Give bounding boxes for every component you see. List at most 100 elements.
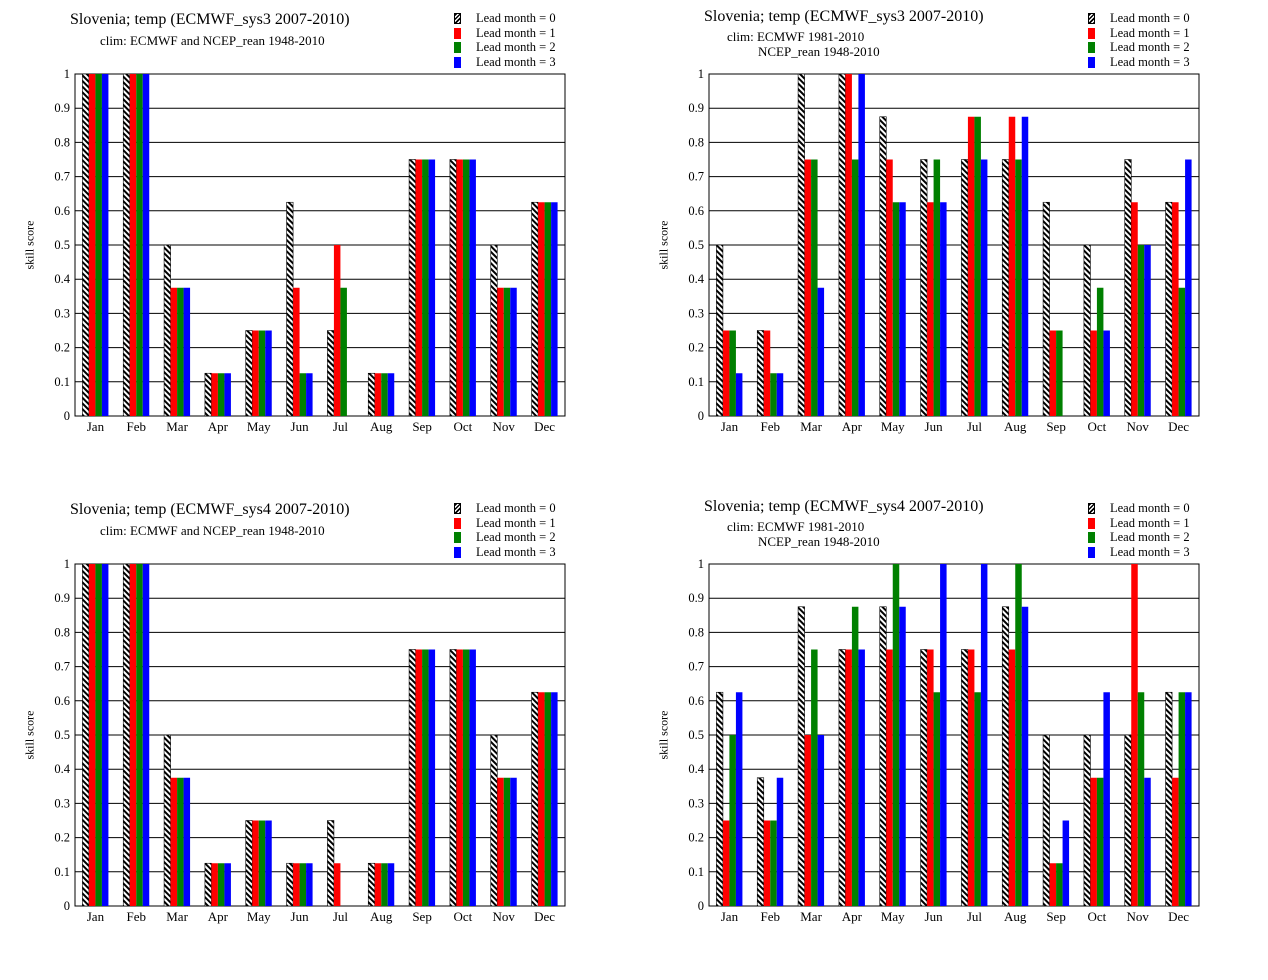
legend-item: Lead month = 1 xyxy=(1088,26,1190,41)
bar-lead2-sep xyxy=(422,159,429,416)
bar-lead2-may xyxy=(892,202,900,416)
bar-lead3-apr xyxy=(224,373,231,416)
x-tick-label: Apr xyxy=(842,909,863,924)
bar-lead2-aug xyxy=(381,373,388,416)
bar-lead0-dec xyxy=(531,201,539,417)
chart-subtitle: clim: ECMWF and NCEP_rean 1948-2010 xyxy=(100,523,325,538)
legend-swatch xyxy=(454,42,461,53)
bar-lead0-dec xyxy=(1165,201,1173,417)
bar-lead0-jan xyxy=(82,73,90,417)
x-tick-label: Aug xyxy=(370,909,393,924)
x-tick-label: Feb xyxy=(127,419,147,434)
bar-lead3-may xyxy=(899,202,906,416)
bar-lead1-jan xyxy=(722,820,730,906)
y-tick-label: 0.2 xyxy=(54,831,70,845)
y-tick-label: 0.8 xyxy=(54,135,70,149)
y-tick-label: 0.9 xyxy=(688,591,704,605)
bar-lead2-jan xyxy=(729,330,736,416)
legend-label: Lead month = 2 xyxy=(476,530,556,544)
bar-lead1-jun xyxy=(927,649,934,906)
bar-lead1-may xyxy=(886,649,893,906)
bar-lead1-aug xyxy=(374,373,382,416)
chart-subtitle: NCEP_rean 1948-2010 xyxy=(758,44,880,59)
bar-lead1-dec xyxy=(1172,202,1179,416)
bar-lead0-aug xyxy=(367,372,376,417)
legend-swatch xyxy=(1088,56,1095,68)
y-tick-label: 1 xyxy=(64,67,70,81)
bar-lead3-jul xyxy=(980,159,988,416)
y-tick-label: 0.8 xyxy=(688,135,704,149)
bar-lead0-jun xyxy=(920,649,928,907)
bar-lead2-may xyxy=(892,564,900,906)
y-tick-label: 0.7 xyxy=(688,170,704,184)
bar-lead1-oct xyxy=(1090,330,1097,416)
legend-swatch xyxy=(1088,503,1095,514)
x-tick-label: Jan xyxy=(87,419,105,434)
bar-lead3-dec xyxy=(551,202,558,416)
bar-lead0-feb xyxy=(756,777,765,907)
x-tick-label: Jun xyxy=(291,909,310,924)
y-tick-label: 0.8 xyxy=(54,625,70,639)
legend-item: Lead month = 2 xyxy=(454,530,556,545)
y-tick-label: 0.5 xyxy=(54,728,70,742)
bar-lead2-jul xyxy=(974,692,981,906)
bar-lead2-nov xyxy=(1137,245,1145,416)
bar-lead3-may xyxy=(265,820,272,906)
bar-lead2-mar xyxy=(811,159,818,416)
bar-lead1-sep xyxy=(1049,330,1057,416)
x-tick-label: Mar xyxy=(800,419,822,434)
legend-label: Lead month = 0 xyxy=(1110,501,1190,515)
x-tick-label: May xyxy=(881,909,905,924)
legend-swatch xyxy=(454,27,461,39)
y-tick-label: 0.6 xyxy=(688,204,704,218)
x-tick-label: May xyxy=(247,419,271,434)
bar-lead1-sep xyxy=(1049,863,1057,906)
bar-lead1-jun xyxy=(293,287,300,416)
chart-subtitle: NCEP_rean 1948-2010 xyxy=(758,534,880,549)
bar-lead1-apr xyxy=(211,373,218,416)
bar-lead1-jan xyxy=(88,74,96,416)
bar-lead2-nov xyxy=(1137,692,1145,906)
bar-lead2-oct xyxy=(462,159,470,416)
legend: Lead month = 0 Lead month = 1 Lead month =… xyxy=(1088,501,1190,559)
legend-label: Lead month = 3 xyxy=(1110,544,1190,559)
bar-lead2-oct xyxy=(1096,777,1104,906)
y-tick-label: 0.7 xyxy=(688,660,704,674)
bar-lead1-oct xyxy=(1090,777,1097,906)
legend-label: Lead month = 3 xyxy=(1110,54,1190,69)
bar-lead0-jun xyxy=(286,201,294,417)
legend-label: Lead month = 3 xyxy=(476,54,556,69)
x-tick-label: Nov xyxy=(1127,909,1150,924)
y-tick-label: 0.4 xyxy=(54,762,70,776)
y-tick-label: 0.8 xyxy=(688,625,704,639)
bar-lead2-aug xyxy=(1015,564,1022,906)
bar-lead0-sep xyxy=(1042,734,1050,907)
bar-lead0-apr xyxy=(838,73,846,417)
bar-lead1-jun xyxy=(293,863,300,906)
bar-lead3-mar xyxy=(183,777,191,906)
bar-lead2-jun xyxy=(299,373,307,416)
x-tick-label: Aug xyxy=(370,419,393,434)
bar-lead2-mar xyxy=(811,649,818,906)
bar-lead0-oct xyxy=(1083,244,1091,417)
x-tick-label: Sep xyxy=(1046,909,1066,924)
x-tick-label: Feb xyxy=(761,909,781,924)
y-tick-label: 0.5 xyxy=(54,238,70,252)
x-tick-label: Jul xyxy=(333,909,349,924)
bar-lead2-feb xyxy=(770,373,777,416)
bar-lead1-jul xyxy=(967,116,975,416)
bar-lead3-jan xyxy=(735,373,743,416)
bar-lead1-aug xyxy=(1008,116,1016,416)
bar-lead2-feb xyxy=(770,820,777,906)
bar-lead3-feb xyxy=(776,373,784,416)
x-tick-label: Apr xyxy=(208,419,229,434)
legend-item: Lead month = 1 xyxy=(454,26,556,41)
x-tick-label: Sep xyxy=(1046,419,1066,434)
bar-lead1-nov xyxy=(1131,564,1138,906)
bar-lead3-dec xyxy=(1185,159,1192,416)
bar-lead0-sep xyxy=(1042,201,1050,417)
bar-lead3-nov xyxy=(1144,245,1151,416)
x-tick-label: Mar xyxy=(166,909,188,924)
x-tick-label: May xyxy=(247,909,271,924)
bar-lead3-aug xyxy=(1021,606,1029,906)
